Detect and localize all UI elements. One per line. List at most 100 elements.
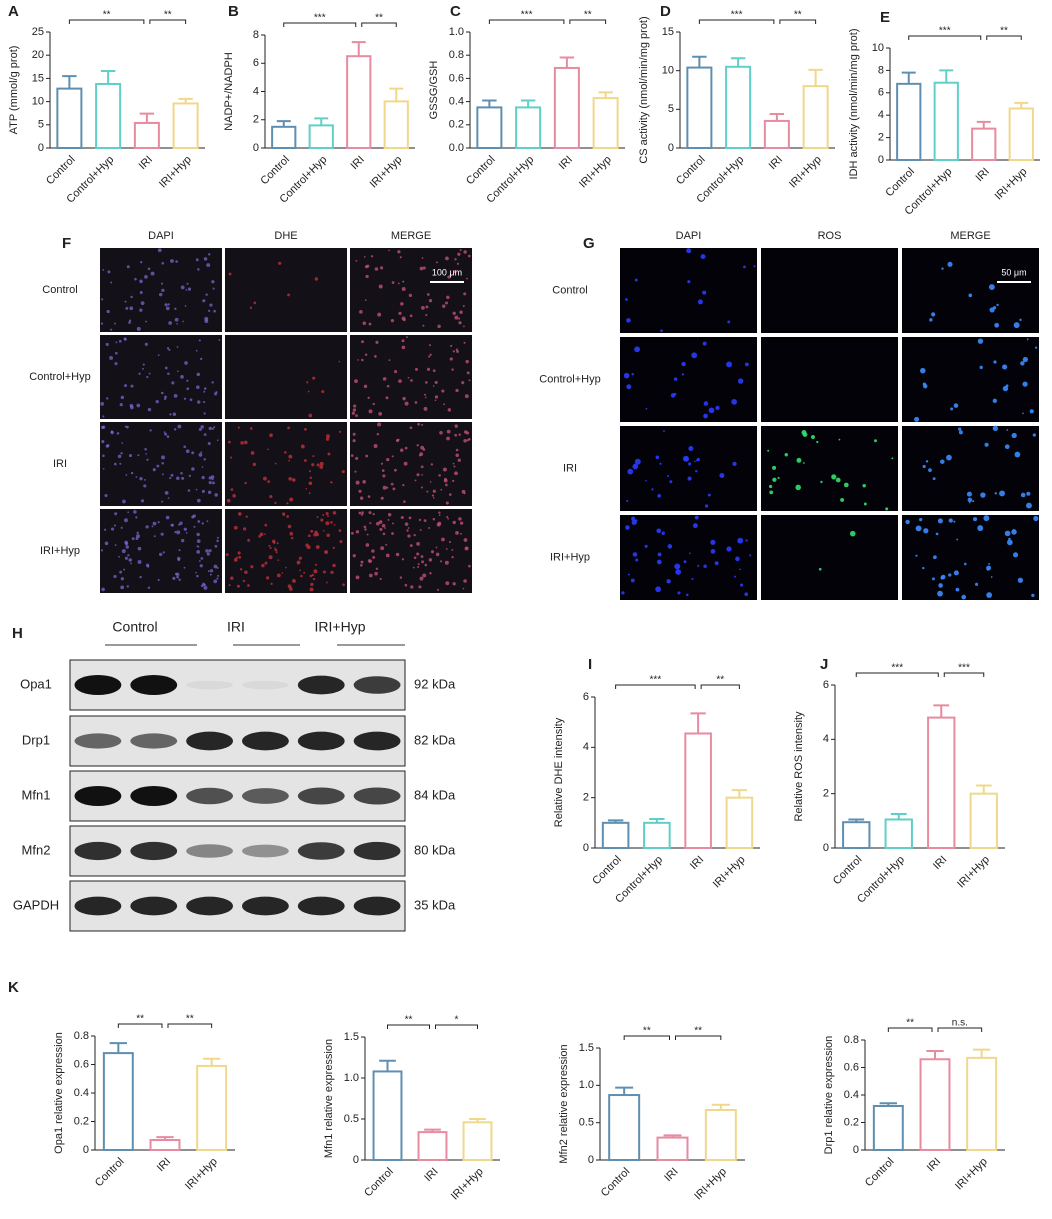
cell [739,568,741,571]
y-axis-label: Relative DHE intensity [553,717,565,827]
cell [325,581,328,584]
cell [660,329,663,333]
cell [352,439,356,443]
blot-strip [69,880,406,932]
blot-strip [69,715,406,767]
cell [402,280,405,283]
row-label: Control [552,284,587,296]
significance-label: n.s. [952,1018,968,1029]
band [297,731,345,751]
cell [390,482,394,486]
cell [202,582,206,586]
cell [422,266,426,270]
micro-image [761,248,898,333]
cell [447,517,450,520]
bar [608,1094,641,1162]
y-axis-label: IDH activity (nmol/min/mg prot) [848,29,860,180]
cell [207,309,211,313]
cell [360,513,364,516]
cell [350,531,354,535]
cell [932,577,935,581]
cell [268,544,271,547]
cell [100,549,104,552]
significance-bracket [779,19,817,24]
cell [449,357,453,361]
cell [436,522,441,527]
cell [935,532,939,536]
cell [196,539,201,543]
cell [167,497,170,499]
y-tick-label: 6 [583,691,589,703]
cell [130,562,132,565]
cell [311,573,314,577]
cell [114,322,116,325]
cell [434,395,439,399]
error-bar [731,789,748,798]
row-label: IRI+Hyp [40,545,80,557]
cell [140,261,143,264]
cell [398,311,402,315]
blot-strip [69,770,406,822]
cell [441,537,445,542]
cell [216,539,219,543]
y-axis-label: CS activity (nmol/min/mg prot) [638,16,650,163]
error-bar [926,1050,944,1060]
cell [445,483,448,487]
cell [1022,356,1029,363]
cell [1014,451,1021,458]
cell [196,574,199,578]
cell [288,454,293,459]
cell [212,481,215,485]
cell [435,546,438,549]
cell [418,454,422,457]
cell [1029,409,1034,414]
y-axis-label: Opa1 relative expression [53,1032,65,1154]
cell [150,271,155,276]
cell [176,476,180,481]
cell [379,527,383,531]
bar [704,1108,737,1162]
cell [441,389,445,393]
cell [233,558,238,562]
cell [1022,412,1024,415]
band [241,788,289,804]
cell [304,427,307,431]
cell [274,548,278,552]
cell [213,579,218,584]
cell [984,442,989,447]
cell [444,560,449,565]
band [74,733,122,749]
cell [369,522,372,525]
cell [225,553,229,557]
cell [465,546,469,550]
cell [180,538,185,543]
cell [115,341,118,344]
cell [403,461,408,466]
cell [1022,381,1028,387]
significance-label: *** [939,26,951,37]
cell [468,379,471,382]
y-tick-label: 4 [583,741,589,753]
cell [137,546,142,551]
cell [675,569,682,575]
cell [114,362,118,366]
y-tick-label: 5 [668,103,674,115]
cell [367,495,371,498]
cell [338,529,342,532]
cell [644,544,648,548]
scale-bar-label: 50 μm [1001,267,1026,277]
cell [401,287,406,291]
cell [399,256,402,259]
cell [404,401,409,406]
cell [308,492,311,495]
cell [445,548,448,550]
cell [988,284,995,291]
cell [157,579,160,582]
panel-letter: D [660,3,671,20]
cell [130,295,133,299]
band [297,787,345,805]
cell [331,481,333,484]
x-tick-label: IRI [422,1166,440,1184]
significance-label: *** [521,10,533,21]
cell [674,563,681,570]
